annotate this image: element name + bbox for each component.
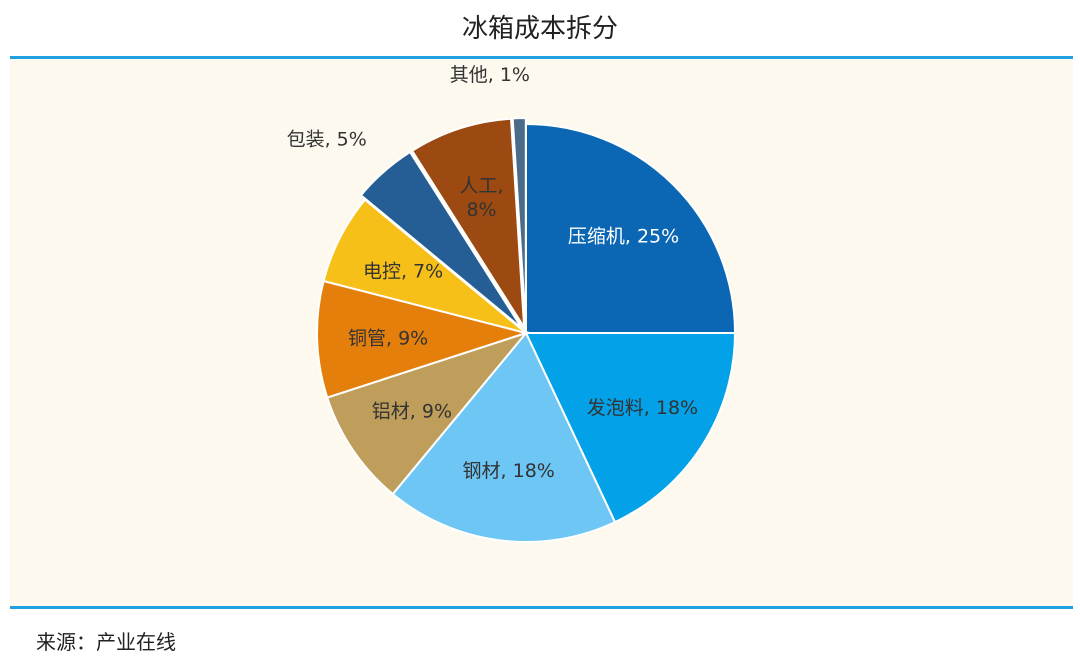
pie-slice-7 [410, 117, 526, 328]
chart-area: 压缩机, 25% 发泡料, 18% 钢材, 18% 铝材, 9% 铜管, 9% 电控, 7… [10, 59, 1073, 606]
pie-slice-5 [322, 198, 527, 334]
bottom-rule [10, 606, 1073, 609]
pie-slice-3 [325, 330, 529, 496]
slice-label-4: 铜管, 9% [348, 327, 428, 349]
slice-label-1: 发泡料, 18% [587, 397, 698, 419]
slice-label-5: 电控, 7% [363, 260, 443, 282]
top-rule [10, 56, 1073, 59]
pie-slice-2 [391, 331, 617, 543]
pie-slice-4 [316, 279, 530, 399]
pie-slice-0 [525, 122, 737, 334]
chart-title: 冰箱成本拆分 [461, 14, 618, 44]
pie-slice-1 [524, 332, 737, 524]
pie-labels: 压缩机, 25% 发泡料, 18% 钢材, 18% 铝材, 9% 铜管, 9% 电控, 7… [287, 64, 699, 482]
pie-chart: 压缩机, 25% 发泡料, 18% 钢材, 18% 铝材, 9% 铜管, 9% 电控, 7… [287, 64, 737, 543]
pie-slice-8 [511, 117, 527, 328]
pie-slices [316, 117, 737, 543]
source-note: 来源：产业在线 [36, 630, 176, 654]
slice-label-0: 压缩机, 25% [568, 225, 679, 247]
pie-slice-6 [359, 150, 523, 330]
slice-label-8: 其他, 1% [450, 64, 530, 86]
slice-label-3: 铝材, 9% [372, 401, 452, 423]
slice-label-2: 钢材, 18% [463, 460, 555, 482]
slice-label-7: 人工, 8% [459, 175, 503, 221]
slice-label-6: 包装, 5% [287, 129, 367, 151]
